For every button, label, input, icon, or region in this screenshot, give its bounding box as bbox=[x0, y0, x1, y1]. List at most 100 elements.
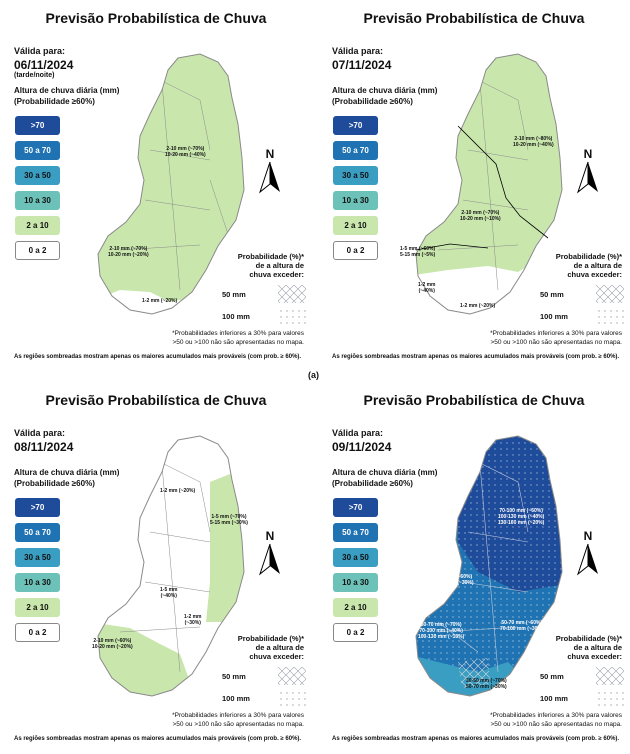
map-annotation: 2-10 mm (~70%) 10-20 mm (~10%) bbox=[460, 210, 501, 222]
north-arrow-icon: N bbox=[258, 148, 282, 196]
legend-item-2-10: 2 a 10 bbox=[333, 598, 378, 617]
map-annotation: 1-2 mm (~20%) bbox=[460, 303, 496, 309]
legend-item-gt70: >70 bbox=[333, 116, 378, 135]
hatch-pattern-swatch bbox=[596, 667, 624, 685]
forecast-panel-06-11: Previsão Probabilística de Chuva Válida … bbox=[0, 0, 312, 372]
footnote-shading: As regiões sombreadas mostram apenas os … bbox=[332, 736, 620, 742]
valid-date: 06/11/2024 bbox=[14, 58, 74, 72]
north-arrow-icon: N bbox=[258, 530, 282, 578]
map-annotation: 1-5 mm (~60%) 5-15 mm (~5%) bbox=[400, 246, 436, 258]
legend-item-10-30: 10 a 30 bbox=[333, 191, 378, 210]
forecast-panel-07-11: Previsão Probabilística de Chuva Válida … bbox=[318, 0, 630, 372]
legend-item-2-10: 2 a 10 bbox=[15, 216, 60, 235]
footnote: >50 ou >100 não são apresentadas no mapa… bbox=[490, 339, 622, 346]
pattern-100-label: 100 mm bbox=[540, 694, 568, 703]
valid-label: Válida para: bbox=[14, 46, 66, 56]
legend-item-30-50: 30 a 50 bbox=[15, 166, 60, 185]
forecast-panel-08-11: Previsão Probabilística de Chuva Válida … bbox=[0, 382, 312, 754]
pattern-100-label: 100 mm bbox=[222, 312, 250, 321]
north-arrow-icon: N bbox=[576, 530, 600, 578]
legend-item-0-2: 0 a 2 bbox=[15, 623, 60, 642]
legend-title: Altura de chuva diária (mm) bbox=[14, 468, 120, 477]
map-annotation: 50-70 mm (~60%) 70-100 mm (~30%) bbox=[430, 574, 474, 586]
map-annotation: 50-70 mm (~60%) 70-100 mm (~30%) bbox=[500, 620, 544, 632]
probability-title: Probabilidade (%)* de a altura de chuva ex… bbox=[555, 252, 622, 279]
pattern-50-label: 50 mm bbox=[540, 290, 564, 299]
legend-item-0-2: 0 a 2 bbox=[15, 241, 60, 260]
state-map bbox=[415, 435, 563, 697]
footnote: *Probabilidades inferiores a 30% para va… bbox=[172, 330, 304, 337]
legend-item-2-10: 2 a 10 bbox=[15, 598, 60, 617]
map-annotation: 70-100 mm (~60%) 100-130 mm (~40%) 130-160… bbox=[498, 508, 545, 526]
dot-pattern-swatch bbox=[596, 308, 624, 326]
legend-item-gt70: >70 bbox=[333, 498, 378, 517]
valid-date: 08/11/2024 bbox=[14, 440, 74, 454]
figure-label: (a) bbox=[308, 370, 319, 380]
map-annotation: 2-10 mm (~60%) 10-20 mm (~20%) bbox=[92, 638, 133, 650]
panel-title: Previsão Probabilística de Chuva bbox=[45, 392, 267, 408]
map-annotation: 1-2 mm (~40%) bbox=[418, 282, 436, 294]
valid-label: Válida para: bbox=[332, 428, 384, 438]
legend-item-30-50: 30 a 50 bbox=[333, 166, 378, 185]
legend-subtitle: (Probabilidade ≥60%) bbox=[14, 479, 95, 488]
legend-item-10-30: 10 a 30 bbox=[333, 573, 378, 592]
panel-title: Previsão Probabilística de Chuva bbox=[363, 392, 585, 408]
valid-label: Válida para: bbox=[14, 428, 66, 438]
pattern-100-label: 100 mm bbox=[222, 694, 250, 703]
map-annotation: 1-5 mm (~40%) bbox=[160, 587, 178, 599]
valid-label: Válida para: bbox=[332, 46, 384, 56]
state-map bbox=[97, 435, 245, 697]
legend-item-10-30: 10 a 30 bbox=[15, 191, 60, 210]
legend-title: Altura de chuva diária (mm) bbox=[14, 86, 120, 95]
map-annotation: 2-10 mm (~70%) 10-20 mm (~40%) bbox=[165, 146, 206, 158]
panel-title: Previsão Probabilística de Chuva bbox=[363, 10, 585, 26]
legend-item-0-2: 0 a 2 bbox=[333, 623, 378, 642]
map-annotation: 2-10 mm (~80%) 10-20 mm (~40%) bbox=[513, 136, 554, 148]
legend-item-2-10: 2 a 10 bbox=[333, 216, 378, 235]
hatch-pattern-swatch bbox=[278, 667, 306, 685]
footnote: >50 ou >100 não são apresentadas no mapa… bbox=[172, 721, 304, 728]
map-annotation: 2-10 mm (~70%) 10-20 mm (~20%) bbox=[108, 246, 149, 258]
footnote-shading: As regiões sombreadas mostram apenas os … bbox=[332, 354, 620, 360]
dot-pattern-swatch bbox=[596, 690, 624, 708]
legend-subtitle: (Probabilidade ≥60%) bbox=[14, 97, 95, 106]
map-annotation: 1-2 mm (~30%) bbox=[184, 614, 202, 626]
valid-date-note: (tarde/noite) bbox=[14, 72, 55, 79]
probability-title: Probabilidade (%)* de a altura de chuva ex… bbox=[555, 634, 622, 661]
pattern-100-label: 100 mm bbox=[540, 312, 568, 321]
north-arrow-icon: N bbox=[576, 148, 600, 196]
footnote-shading: As regiões sombreadas mostram apenas os … bbox=[14, 736, 302, 742]
panel-title: Previsão Probabilística de Chuva bbox=[45, 10, 267, 26]
footnote: *Probabilidades inferiores a 30% para va… bbox=[172, 712, 304, 719]
state-map bbox=[415, 53, 563, 315]
valid-date: 09/11/2024 bbox=[332, 440, 392, 454]
pattern-50-label: 50 mm bbox=[540, 672, 564, 681]
hatch-pattern-swatch bbox=[278, 285, 306, 303]
probability-title: Probabilidade (%)* de a altura de chuva ex… bbox=[237, 634, 304, 661]
footnote-shading: As regiões sombreadas mostram apenas os … bbox=[14, 354, 302, 360]
legend-subtitle: (Probabilidade ≥60%) bbox=[332, 97, 413, 106]
state-map bbox=[97, 53, 245, 315]
map-annotation: 1-2 mm (~20%) bbox=[142, 298, 178, 304]
legend-item-30-50: 30 a 50 bbox=[15, 548, 60, 567]
forecast-panel-09-11: Previsão Probabilística de Chuva Válida … bbox=[318, 382, 630, 754]
map-annotation: 1-2 mm (~20%) bbox=[160, 488, 196, 494]
legend-title: Altura de chuva diária (mm) bbox=[332, 468, 438, 477]
map-annotation: 30-50 mm (~70%) 50-70 mm (~30%) bbox=[466, 678, 507, 690]
legend-item-0-2: 0 a 2 bbox=[333, 241, 378, 260]
map-annotation: 1-5 mm (~70%) 5-15 mm (~30%) bbox=[210, 514, 248, 526]
dot-pattern-swatch bbox=[278, 308, 306, 326]
map-annotation: 50-70 mm (~70%) 70-100 mm (~40%) 100-130 m… bbox=[418, 622, 465, 640]
legend-item-50-70: 50 a 70 bbox=[15, 523, 60, 542]
pattern-50-label: 50 mm bbox=[222, 672, 246, 681]
pattern-50-label: 50 mm bbox=[222, 290, 246, 299]
legend-subtitle: (Probabilidade ≥60%) bbox=[332, 479, 413, 488]
legend-item-50-70: 50 a 70 bbox=[333, 523, 378, 542]
footnote: *Probabilidades inferiores a 30% para va… bbox=[490, 712, 622, 719]
legend-item-50-70: 50 a 70 bbox=[333, 141, 378, 160]
valid-date: 07/11/2024 bbox=[332, 58, 392, 72]
dot-pattern-swatch bbox=[278, 690, 306, 708]
legend-title: Altura de chuva diária (mm) bbox=[332, 86, 438, 95]
footnote: *Probabilidades inferiores a 30% para va… bbox=[490, 330, 622, 337]
legend-item-gt70: >70 bbox=[15, 498, 60, 517]
